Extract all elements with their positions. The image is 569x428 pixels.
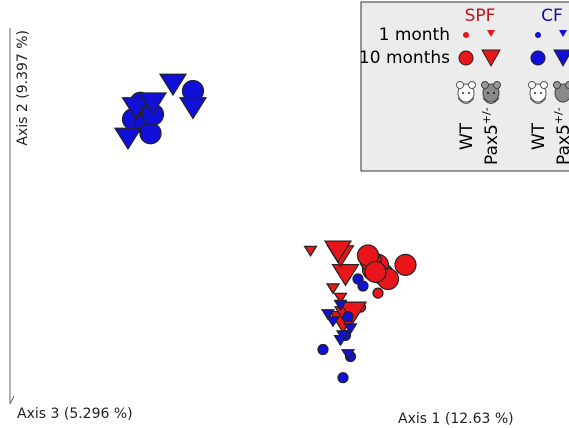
data-point-cf-pax5-10-months-0 — [121, 97, 150, 120]
data-point-spf-pax5-1-month-1 — [325, 283, 341, 295]
gray-mouse-icon — [553, 81, 569, 103]
data-point-cf-pax5-10-months-4 — [178, 97, 208, 120]
data-point-cf-pax5-1-month-5 — [333, 335, 348, 347]
legend-cf-pax5-1month-marker — [559, 30, 567, 37]
legend-spf-wt-10months-marker — [458, 50, 474, 66]
legend-cf-wt-1month-marker — [535, 32, 541, 38]
data-point-cf-pax5-1-month-2 — [325, 316, 341, 328]
legend-genotype-wt-spf: WT — [457, 122, 477, 150]
data-point-cf-pax5-1-month-0 — [333, 299, 348, 312]
axis-1-label: Axis 1 (12.63 %) — [398, 411, 514, 427]
data-point-spf-pax5-10-months-5 — [323, 240, 353, 263]
data-point-cf-pax5-10-months-2 — [138, 92, 168, 115]
data-point-cf-pax5-1-month-6 — [340, 349, 356, 361]
data-point-cf-wt-10-months-3 — [139, 122, 162, 145]
data-point-spf-wt-1-month-1 — [372, 287, 384, 299]
axis-3-label: Axis 3 (5.296 %) — [17, 406, 133, 422]
white-mouse-icon — [528, 81, 548, 104]
data-point-spf-wt-10-months-7 — [364, 260, 387, 284]
legend-spf-pax5-10months-marker — [481, 49, 501, 68]
data-point-spf-wt-10-months-6 — [394, 253, 417, 276]
data-point-cf-pax5-1-month-3 — [343, 323, 358, 335]
legend-group-cf: CF — [541, 6, 563, 26]
legend-row-10months: 10 months — [359, 48, 450, 68]
data-point-cf-pax5-10-months-1 — [113, 127, 143, 151]
data-point-cf-wt-1-month-4 — [317, 343, 329, 356]
data-point-cf-pax5-10-months-3 — [158, 73, 188, 97]
data-point-cf-wt-1-month-5 — [337, 372, 349, 384]
data-point-spf-pax5-1-month-0 — [333, 292, 348, 305]
gray-mouse-icon — [481, 81, 501, 104]
legend-row-1month: 1 month — [379, 25, 450, 45]
data-point-cf-wt-1-month-2 — [342, 311, 354, 323]
data-point-spf-pax5-1-month-2 — [303, 245, 318, 258]
legend-spf-wt-1month-marker — [463, 32, 469, 38]
axis-3-line — [9, 395, 15, 405]
legend-genotype-pax5-spf: Pax5+/- — [480, 107, 502, 165]
data-point-cf-pax5-1-month-1 — [320, 309, 336, 321]
legend-genotype-wt-cf: WT — [529, 122, 549, 150]
scatter-marks — [113, 73, 417, 384]
legend-spf-pax5-1month-marker — [487, 30, 495, 37]
legend-cf-pax5-10months-marker — [553, 49, 569, 68]
axis-2-label: Axis 2 (9.397 %) — [15, 30, 31, 146]
data-point-spf-pax5-10-months-3 — [331, 263, 360, 287]
legend-genotype-pax5-cf: Pax5+/- — [552, 107, 569, 165]
legend: SPF CF 1 month 10 months — [359, 1, 569, 172]
legend-cf-wt-10months-marker — [530, 50, 546, 66]
data-point-cf-wt-1-month-1 — [357, 280, 369, 292]
white-mouse-icon — [456, 81, 476, 104]
legend-group-spf: SPF — [465, 6, 496, 26]
